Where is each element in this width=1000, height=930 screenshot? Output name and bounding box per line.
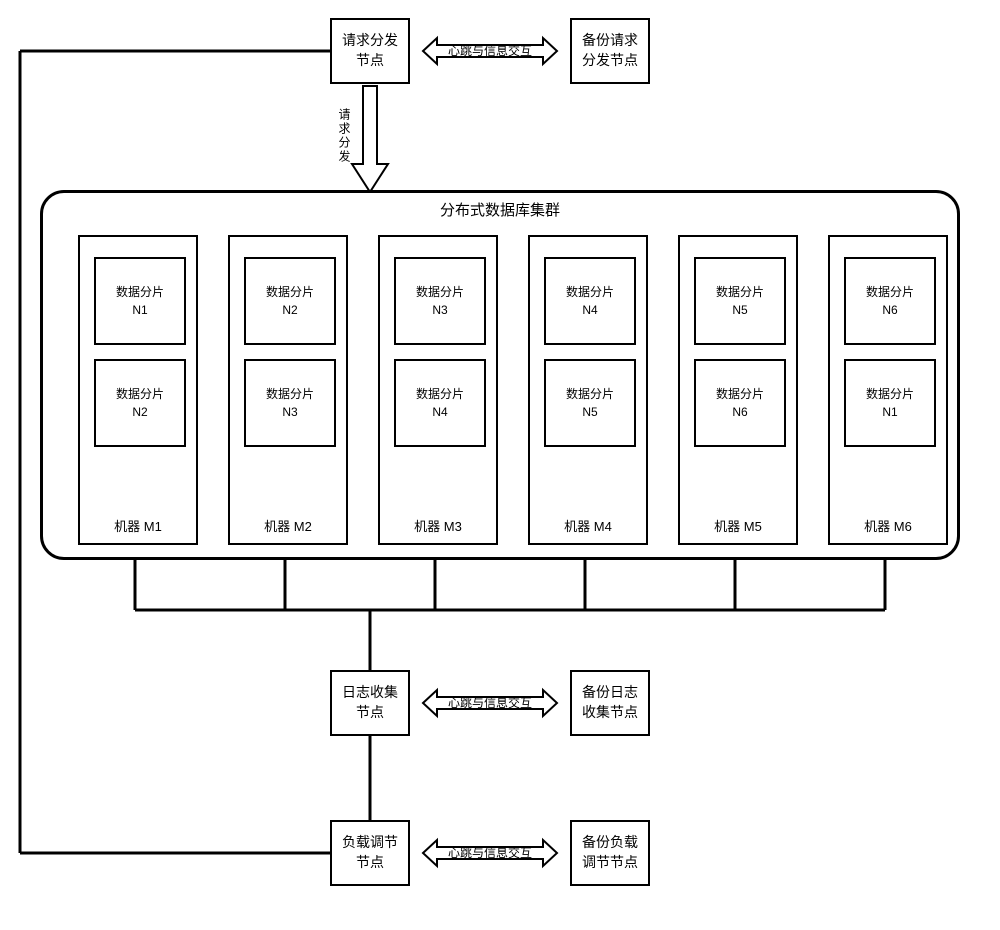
machine-m4-label: 机器 M4 — [530, 516, 646, 535]
backup-log-node: 备份日志收集节点 — [570, 670, 650, 736]
machine-m2-label: 机器 M2 — [230, 516, 346, 535]
shard-m2-1: 数据分片N2 — [244, 257, 336, 345]
shard-m1-2: 数据分片N2 — [94, 359, 186, 447]
machine-m1: 数据分片N1 数据分片N2 机器 M1 — [78, 235, 198, 545]
machine-m6: 数据分片N6 数据分片N1 机器 M6 — [828, 235, 948, 545]
dispatch-label: 请求分发节点 — [342, 31, 398, 70]
load-label: 负载调节节点 — [342, 833, 398, 872]
backup-load-label: 备份负载调节节点 — [582, 833, 638, 872]
shard-m2-2: 数据分片N3 — [244, 359, 336, 447]
log-label: 日志收集节点 — [342, 683, 398, 722]
dispatch-down-label: 请求分发 — [336, 108, 353, 178]
heartbeat-label-3: 心跳与信息交互 — [440, 844, 540, 861]
dispatch-down-arrow — [350, 84, 390, 194]
cluster-container: 分布式数据库集群 数据分片N1 数据分片N2 机器 M1 数据分片N2 数据分片… — [40, 190, 960, 560]
machine-m5-label: 机器 M5 — [680, 516, 796, 535]
dispatch-node: 请求分发节点 — [330, 18, 410, 84]
cluster-title: 分布式数据库集群 — [43, 199, 957, 220]
shard-m1-1: 数据分片N1 — [94, 257, 186, 345]
backup-dispatch-node: 备份请求分发节点 — [570, 18, 650, 84]
log-node: 日志收集节点 — [330, 670, 410, 736]
machine-m5: 数据分片N5 数据分片N6 机器 M5 — [678, 235, 798, 545]
heartbeat-label-1: 心跳与信息交互 — [440, 42, 540, 59]
shard-m4-2: 数据分片N5 — [544, 359, 636, 447]
backup-log-label: 备份日志收集节点 — [582, 683, 638, 722]
machine-m3-label: 机器 M3 — [380, 516, 496, 535]
load-node: 负载调节节点 — [330, 820, 410, 886]
shard-m5-2: 数据分片N6 — [694, 359, 786, 447]
shard-m6-1: 数据分片N6 — [844, 257, 936, 345]
shard-m3-2: 数据分片N4 — [394, 359, 486, 447]
backup-dispatch-label: 备份请求分发节点 — [582, 31, 638, 70]
machine-m3: 数据分片N3 数据分片N4 机器 M3 — [378, 235, 498, 545]
machine-m2: 数据分片N2 数据分片N3 机器 M2 — [228, 235, 348, 545]
shard-m5-1: 数据分片N5 — [694, 257, 786, 345]
shard-m6-2: 数据分片N1 — [844, 359, 936, 447]
backup-load-node: 备份负载调节节点 — [570, 820, 650, 886]
shard-m3-1: 数据分片N3 — [394, 257, 486, 345]
machine-m1-label: 机器 M1 — [80, 516, 196, 535]
machine-m4: 数据分片N4 数据分片N5 机器 M4 — [528, 235, 648, 545]
machine-m6-label: 机器 M6 — [830, 516, 946, 535]
heartbeat-label-2: 心跳与信息交互 — [440, 694, 540, 711]
shard-m4-1: 数据分片N4 — [544, 257, 636, 345]
